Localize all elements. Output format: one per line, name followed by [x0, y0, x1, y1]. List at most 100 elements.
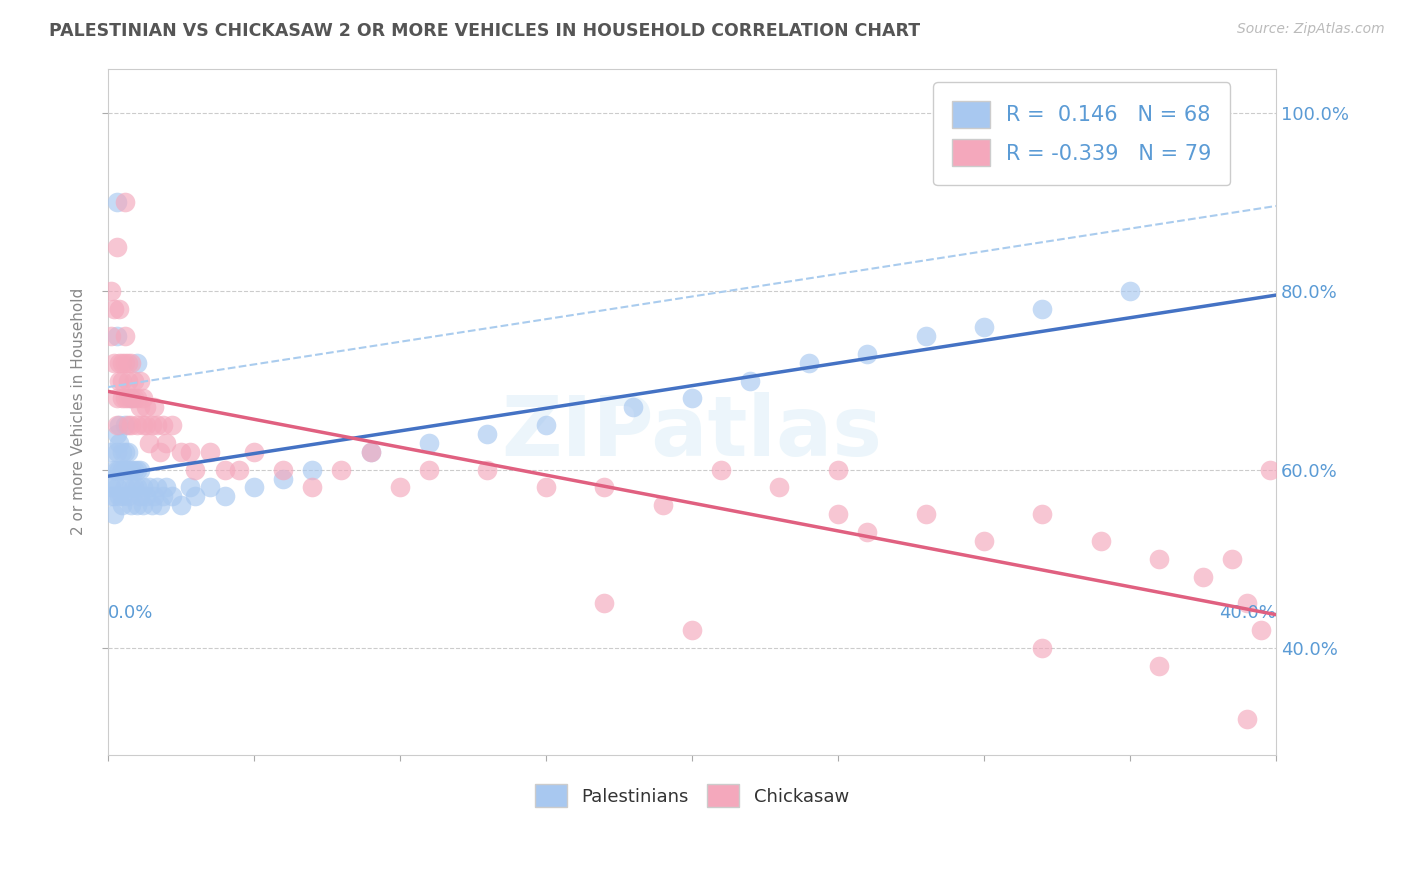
- Point: [301, 463, 323, 477]
- Point: [117, 356, 139, 370]
- Point: [623, 401, 645, 415]
- Point: [143, 401, 166, 415]
- Point: [1236, 712, 1258, 726]
- Point: [135, 418, 157, 433]
- Point: [103, 302, 125, 317]
- Point: [243, 445, 266, 459]
- Point: [103, 463, 125, 477]
- Text: ZIPatlas: ZIPatlas: [502, 392, 883, 473]
- Point: [1192, 569, 1215, 583]
- Point: [141, 418, 163, 433]
- Point: [360, 445, 382, 459]
- Point: [1090, 533, 1112, 548]
- Point: [170, 445, 193, 459]
- Point: [155, 436, 177, 450]
- Point: [1031, 640, 1053, 655]
- Point: [122, 374, 145, 388]
- Point: [179, 481, 201, 495]
- Point: [418, 463, 440, 477]
- Point: [214, 463, 236, 477]
- Point: [155, 481, 177, 495]
- Text: PALESTINIAN VS CHICKASAW 2 OR MORE VEHICLES IN HOUSEHOLD CORRELATION CHART: PALESTINIAN VS CHICKASAW 2 OR MORE VEHIC…: [49, 22, 921, 40]
- Point: [111, 498, 134, 512]
- Point: [122, 481, 145, 495]
- Point: [117, 463, 139, 477]
- Point: [132, 481, 155, 495]
- Point: [330, 463, 353, 477]
- Point: [125, 463, 148, 477]
- Point: [114, 463, 136, 477]
- Point: [593, 481, 616, 495]
- Point: [1250, 623, 1272, 637]
- Point: [125, 481, 148, 495]
- Point: [856, 347, 879, 361]
- Point: [125, 498, 148, 512]
- Point: [152, 418, 174, 433]
- Point: [271, 463, 294, 477]
- Point: [797, 356, 820, 370]
- Point: [108, 436, 131, 450]
- Point: [120, 498, 142, 512]
- Point: [146, 481, 169, 495]
- Point: [105, 463, 128, 477]
- Point: [1236, 596, 1258, 610]
- Point: [114, 392, 136, 406]
- Point: [117, 374, 139, 388]
- Point: [105, 481, 128, 495]
- Point: [100, 489, 122, 503]
- Point: [120, 463, 142, 477]
- Point: [100, 329, 122, 343]
- Point: [228, 463, 250, 477]
- Point: [105, 445, 128, 459]
- Point: [111, 374, 134, 388]
- Point: [149, 445, 172, 459]
- Point: [914, 507, 936, 521]
- Point: [198, 445, 221, 459]
- Point: [160, 489, 183, 503]
- Point: [114, 356, 136, 370]
- Point: [103, 356, 125, 370]
- Point: [593, 596, 616, 610]
- Point: [125, 356, 148, 370]
- Point: [111, 463, 134, 477]
- Point: [120, 392, 142, 406]
- Point: [120, 356, 142, 370]
- Point: [146, 418, 169, 433]
- Point: [141, 498, 163, 512]
- Point: [827, 507, 849, 521]
- Point: [214, 489, 236, 503]
- Point: [681, 392, 703, 406]
- Point: [108, 463, 131, 477]
- Point: [103, 472, 125, 486]
- Point: [681, 623, 703, 637]
- Point: [243, 481, 266, 495]
- Point: [111, 392, 134, 406]
- Point: [973, 533, 995, 548]
- Point: [120, 418, 142, 433]
- Legend: Palestinians, Chickasaw: Palestinians, Chickasaw: [527, 777, 856, 814]
- Point: [117, 489, 139, 503]
- Point: [179, 445, 201, 459]
- Point: [105, 240, 128, 254]
- Point: [1220, 551, 1243, 566]
- Point: [534, 481, 557, 495]
- Point: [108, 374, 131, 388]
- Point: [111, 489, 134, 503]
- Point: [1147, 551, 1170, 566]
- Point: [149, 498, 172, 512]
- Point: [138, 481, 160, 495]
- Point: [103, 507, 125, 521]
- Point: [100, 445, 122, 459]
- Point: [740, 374, 762, 388]
- Point: [135, 489, 157, 503]
- Point: [128, 463, 150, 477]
- Point: [1258, 463, 1281, 477]
- Point: [973, 320, 995, 334]
- Point: [108, 418, 131, 433]
- Point: [1119, 285, 1142, 299]
- Point: [114, 481, 136, 495]
- Text: 40.0%: 40.0%: [1219, 604, 1277, 622]
- Point: [125, 418, 148, 433]
- Point: [360, 445, 382, 459]
- Point: [477, 427, 499, 442]
